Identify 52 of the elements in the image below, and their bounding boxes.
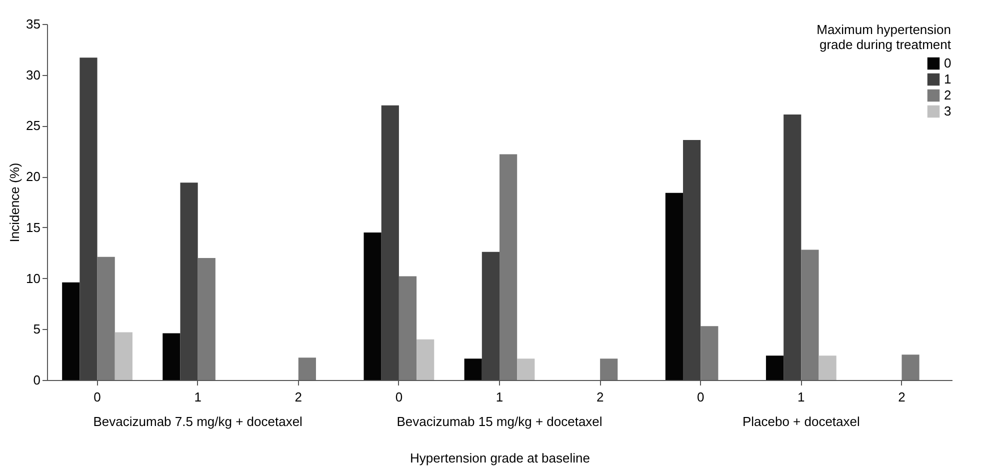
text: Bevacizumab 7.5 mg/kg + docetaxel	[93, 414, 303, 429]
legend-label: 2	[944, 88, 952, 102]
bar	[517, 358, 535, 380]
bar	[700, 326, 718, 380]
x-tick-label: 1	[194, 390, 202, 404]
legend-label: 1	[944, 72, 952, 86]
bar	[600, 358, 618, 380]
text: Placebo + docetaxel	[742, 414, 860, 429]
bar	[683, 140, 701, 380]
bar	[500, 154, 518, 380]
bar	[766, 356, 784, 380]
y-tick-label: 10	[26, 270, 40, 286]
bar	[62, 282, 80, 380]
bar	[416, 339, 434, 380]
bar	[114, 332, 132, 380]
bar	[381, 105, 399, 380]
bar	[784, 114, 802, 380]
y-tick-label: 15	[26, 220, 40, 235]
x-tick-label: 1	[496, 390, 504, 404]
bar	[298, 358, 316, 380]
bar	[80, 58, 98, 380]
y-tick-label: 35	[26, 16, 40, 32]
x-tick-label: 1	[798, 390, 805, 404]
y-tick-label: 0	[33, 372, 40, 388]
x-tick-label: 0	[94, 390, 101, 404]
y-tick-label: 5	[33, 322, 40, 337]
legend-title: Maximum hypertension grade during treatment	[816, 22, 952, 52]
bar	[801, 250, 819, 380]
x-axis-title: Hypertension grade at baseline	[410, 450, 590, 466]
bar	[180, 182, 198, 380]
x-tick-label: 2	[294, 390, 302, 404]
bar	[97, 256, 115, 380]
bar	[162, 333, 180, 380]
bar	[464, 358, 482, 380]
bar	[364, 232, 382, 380]
y-tick-label: 25	[26, 118, 40, 134]
bar	[902, 354, 920, 380]
legend-label: 0	[944, 56, 952, 70]
bar	[482, 252, 500, 380]
y-axis-title: Incidence (%)	[7, 162, 22, 242]
x-tick-label: 0	[696, 390, 704, 404]
y-tick-label: 20	[26, 169, 40, 184]
x-tick-label: 2	[596, 390, 604, 404]
x-tick-label: 2	[898, 390, 906, 404]
bar	[398, 276, 417, 380]
y-tick-label: 30	[26, 67, 40, 82]
bar	[198, 258, 216, 380]
text: Bevacizumab 15 mg/kg + docetaxel	[396, 414, 602, 429]
bar	[665, 192, 684, 380]
x-tick-label: 0	[395, 390, 403, 404]
legend-label: 3	[944, 104, 952, 118]
bar	[818, 356, 836, 380]
